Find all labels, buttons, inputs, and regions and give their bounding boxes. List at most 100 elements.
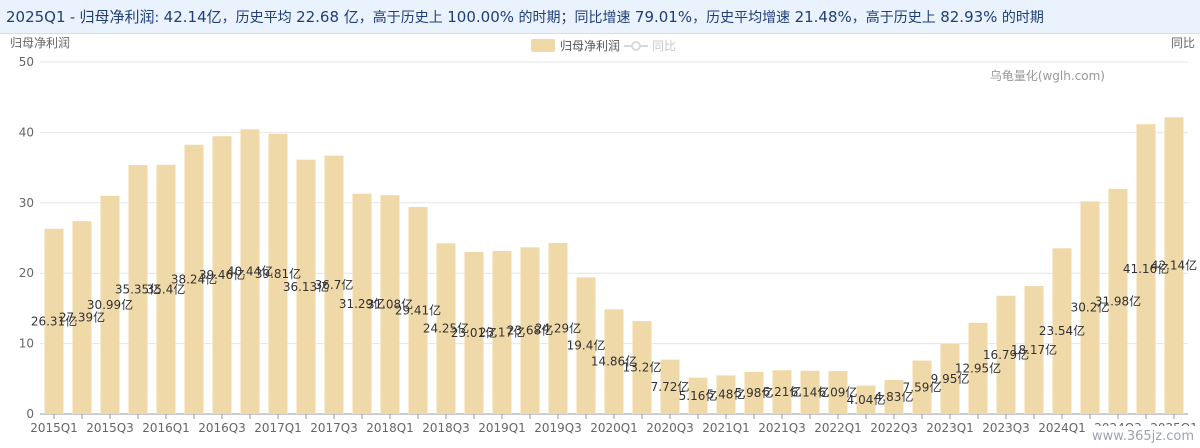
x-tick-label: 2021Q3 — [758, 421, 806, 435]
data-label: 29.41亿 — [395, 302, 441, 317]
bar-2024Q4[interactable] — [1136, 124, 1156, 415]
y-axis-label-right: 同比 — [1171, 36, 1195, 50]
bar-2021Q3[interactable] — [772, 370, 792, 414]
bar-2022Q1[interactable] — [828, 371, 848, 414]
bar-2020Q4[interactable] — [688, 377, 708, 414]
data-labels: 26.31亿27.39亿30.99亿35.35亿35.4亿38.24亿39.46… — [31, 258, 1197, 407]
data-label: 4.04亿 — [847, 392, 886, 407]
bar-2015Q1[interactable] — [44, 228, 64, 414]
data-label: 36.13亿 — [283, 279, 329, 294]
bar-2020Q3[interactable] — [660, 359, 680, 414]
data-label: 27.39亿 — [59, 310, 105, 325]
banner-yoy-period-word: 的时期 — [1001, 10, 1044, 26]
data-label: 35.4亿 — [147, 281, 186, 296]
bar-2016Q1[interactable] — [156, 164, 176, 414]
data-label: 18.17亿 — [1011, 342, 1057, 357]
bar-2025Q1[interactable] — [1164, 117, 1184, 414]
bar-2022Q2[interactable] — [856, 385, 876, 414]
bar-2017Q2[interactable] — [296, 159, 316, 414]
bar-2021Q4[interactable] — [800, 370, 820, 414]
bar-2015Q4[interactable] — [128, 165, 148, 414]
bar-2016Q2[interactable] — [184, 144, 204, 414]
banner-value: 42.14亿 — [163, 8, 222, 26]
data-label: 5.48亿 — [707, 387, 746, 402]
data-label: 40.44亿 — [227, 264, 273, 279]
banner-yoy-avg: 21.48% — [794, 8, 852, 26]
data-label: 6.21亿 — [763, 384, 802, 399]
bar-2021Q2[interactable] — [744, 371, 764, 414]
legend-label-bar[interactable]: 归母净利润 — [560, 39, 620, 53]
bar-2024Q2[interactable] — [1080, 201, 1100, 414]
legend[interactable]: 归母净利润 同比 — [531, 39, 676, 53]
data-label: 31.29亿 — [339, 296, 385, 311]
bar-2022Q4[interactable] — [912, 360, 932, 414]
bar-2016Q4[interactable] — [240, 129, 260, 414]
y-axis-label-left: 归母净利润 — [10, 36, 70, 50]
bar-2016Q3[interactable] — [212, 136, 232, 414]
data-label: 23.01亿 — [451, 325, 497, 340]
legend-label-line[interactable]: 同比 — [652, 39, 676, 53]
x-tick-label: 2020Q3 — [646, 421, 694, 435]
bar-2017Q3[interactable] — [324, 155, 344, 414]
bar-2024Q3[interactable] — [1108, 188, 1128, 414]
bar-2015Q2[interactable] — [72, 221, 92, 414]
data-label: 19.4亿 — [567, 338, 606, 353]
bar-2019Q2[interactable] — [520, 247, 540, 414]
bar-2020Q2[interactable] — [632, 321, 652, 414]
legend-swatch-bar[interactable] — [531, 39, 555, 52]
bar-2019Q4[interactable] — [576, 277, 596, 414]
bar-2019Q3[interactable] — [548, 242, 568, 414]
x-tick-label: 2015Q1 — [30, 421, 78, 435]
bar-2020Q1[interactable] — [604, 309, 624, 414]
banner-yoy-label: 同比增速 — [574, 10, 631, 26]
bar-2021Q1[interactable] — [716, 375, 736, 414]
bar-2019Q1[interactable] — [492, 250, 512, 414]
x-tick-label: 2018Q1 — [366, 421, 414, 435]
x-tick-label: 2024Q1 — [1038, 421, 1086, 435]
data-label: 26.31亿 — [31, 313, 77, 328]
y-tick-label: 0 — [26, 407, 34, 421]
bar-2018Q3[interactable] — [436, 243, 456, 414]
bar-2023Q4[interactable] — [1024, 286, 1044, 414]
bar-2018Q1[interactable] — [380, 195, 400, 414]
bar-2015Q3[interactable] — [100, 195, 120, 414]
summary-banner: 2025Q1 - 归母净利润: 42.14亿，历史平均 22.68 亿，高于历史… — [0, 0, 1200, 34]
data-label: 6.09亿 — [819, 385, 858, 400]
bar-2017Q4[interactable] — [352, 193, 372, 414]
data-label: 23.68亿 — [507, 323, 553, 338]
y-tick-label: 50 — [19, 55, 34, 69]
banner-yoy: 79.01% — [634, 8, 693, 26]
banner-yoy-avg-label: 历史平均增速 — [706, 10, 791, 26]
bar-2024Q1[interactable] — [1052, 248, 1072, 414]
data-label: 24.25亿 — [423, 321, 469, 336]
data-label: 5.16亿 — [679, 388, 718, 403]
bar-2018Q4[interactable] — [464, 252, 484, 414]
legend-swatch-marker — [631, 41, 641, 51]
bar-2017Q1[interactable] — [268, 133, 288, 414]
source-label: 乌龟量化(wglh.com) — [990, 68, 1105, 83]
data-label: 39.81亿 — [255, 266, 301, 281]
data-label: 16.79亿 — [983, 347, 1029, 362]
x-tick-label: 2022Q3 — [870, 421, 918, 435]
bar-2023Q1[interactable] — [940, 343, 960, 414]
x-tick-label: 2018Q3 — [422, 421, 470, 435]
bar-2022Q3[interactable] — [884, 379, 904, 414]
banner-yoy-above-pct: 82.93% — [940, 8, 998, 26]
data-label: 7.72亿 — [651, 379, 690, 394]
bar-2023Q3[interactable] — [996, 295, 1016, 414]
data-label: 6.14亿 — [791, 384, 830, 399]
data-label: 5.98亿 — [735, 385, 774, 400]
x-tick-label: 2016Q3 — [198, 421, 246, 435]
data-label: 42.14亿 — [1151, 258, 1197, 273]
x-tick-label: 2020Q1 — [590, 421, 638, 435]
x-tick-label: 2017Q3 — [310, 421, 358, 435]
banner-quarter: 2025Q1 — [6, 8, 66, 26]
y-tick-labels: 0 10 20 30 40 50 — [19, 55, 34, 421]
bar-2018Q2[interactable] — [408, 206, 428, 414]
bar-2023Q2[interactable] — [968, 322, 988, 414]
x-tick-label: 2023Q1 — [926, 421, 974, 435]
data-label: 13.2亿 — [623, 360, 662, 375]
y-tick-label: 30 — [19, 196, 34, 210]
data-label: 41.16亿 — [1123, 261, 1169, 276]
banner-period-word: 的时期 — [518, 10, 561, 26]
